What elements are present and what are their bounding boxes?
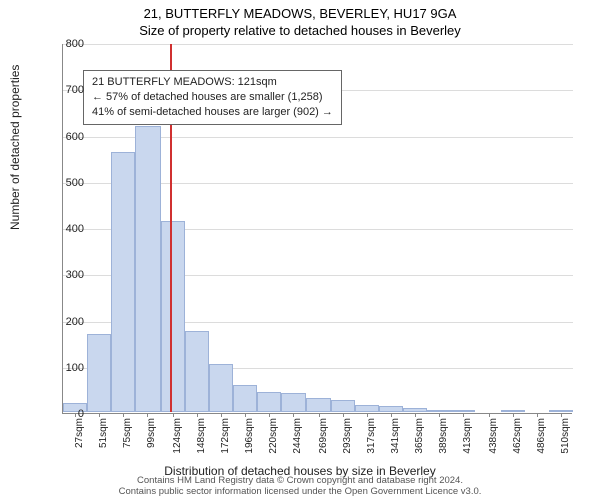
x-tick-label: 317sqm [366, 418, 377, 468]
x-tick-mark [463, 413, 464, 417]
x-tick-label: 510sqm [560, 418, 571, 468]
x-tick-mark [343, 413, 344, 417]
histogram-bar [355, 405, 379, 412]
x-tick-label: 99sqm [146, 418, 157, 468]
chart-title-sub: Size of property relative to detached ho… [0, 21, 600, 38]
x-tick-label: 462sqm [512, 418, 523, 468]
x-tick-label: 389sqm [438, 418, 449, 468]
x-tick-mark [293, 413, 294, 417]
histogram-bar [306, 398, 330, 412]
chart-footer: Contains HM Land Registry data © Crown c… [0, 476, 600, 498]
histogram-bar [111, 152, 135, 412]
y-tick-label: 700 [44, 84, 84, 96]
x-tick-label: 51sqm [98, 418, 109, 468]
x-tick-label: 413sqm [462, 418, 473, 468]
x-tick-label: 196sqm [244, 418, 255, 468]
annotation-line-3: 41% of semi-detached houses are larger (… [92, 105, 333, 120]
x-tick-label: 220sqm [268, 418, 279, 468]
y-tick-label: 500 [44, 177, 84, 189]
annotation-box: 21 BUTTERFLY MEADOWS: 121sqm← 57% of det… [83, 70, 342, 125]
histogram-bar [161, 221, 185, 412]
x-tick-label: 172sqm [220, 418, 231, 468]
x-tick-label: 293sqm [342, 418, 353, 468]
footer-line-1: Contains HM Land Registry data © Crown c… [137, 475, 463, 486]
plot-region: 21 BUTTERFLY MEADOWS: 121sqm← 57% of det… [62, 44, 572, 414]
y-tick-label: 300 [44, 269, 84, 281]
y-axis-label: Number of detached properties [8, 65, 22, 230]
x-tick-label: 124sqm [172, 418, 183, 468]
annotation-line-1: 21 BUTTERFLY MEADOWS: 121sqm [92, 75, 333, 90]
x-tick-mark [537, 413, 538, 417]
histogram-bar [427, 410, 451, 412]
histogram-bar [331, 400, 355, 412]
histogram-bar [403, 408, 427, 412]
histogram-bar [209, 364, 233, 412]
x-tick-mark [367, 413, 368, 417]
chart-container: 21, BUTTERFLY MEADOWS, BEVERLEY, HU17 9G… [0, 0, 600, 500]
histogram-bar [185, 331, 209, 412]
histogram-bar [135, 126, 160, 412]
x-tick-label: 269sqm [318, 418, 329, 468]
x-tick-label: 75sqm [122, 418, 133, 468]
histogram-bar [501, 410, 525, 412]
x-tick-mark [415, 413, 416, 417]
x-tick-mark [439, 413, 440, 417]
chart-area: 21 BUTTERFLY MEADOWS: 121sqm← 57% of det… [62, 44, 572, 414]
x-tick-mark [147, 413, 148, 417]
x-tick-mark [269, 413, 270, 417]
x-tick-label: 244sqm [292, 418, 303, 468]
y-tick-label: 800 [44, 38, 84, 50]
histogram-bar [257, 392, 281, 412]
x-tick-mark [561, 413, 562, 417]
x-tick-mark [123, 413, 124, 417]
histogram-bar [549, 410, 573, 412]
histogram-bar [233, 385, 257, 412]
x-tick-mark [197, 413, 198, 417]
x-tick-mark [99, 413, 100, 417]
histogram-bar [451, 410, 475, 412]
x-tick-mark [173, 413, 174, 417]
gridline [63, 44, 573, 45]
y-tick-label: 400 [44, 223, 84, 235]
x-tick-label: 438sqm [488, 418, 499, 468]
x-tick-mark [245, 413, 246, 417]
histogram-bar [87, 334, 111, 412]
histogram-bar [379, 406, 403, 412]
histogram-bar [281, 393, 306, 412]
x-tick-label: 148sqm [196, 418, 207, 468]
x-tick-label: 27sqm [74, 418, 85, 468]
x-tick-mark [489, 413, 490, 417]
x-tick-mark [391, 413, 392, 417]
x-tick-label: 486sqm [536, 418, 547, 468]
x-tick-label: 365sqm [414, 418, 425, 468]
x-tick-mark [221, 413, 222, 417]
y-tick-label: 100 [44, 362, 84, 374]
x-tick-label: 341sqm [390, 418, 401, 468]
footer-line-2: Contains public sector information licen… [119, 486, 482, 497]
annotation-line-2: ← 57% of detached houses are smaller (1,… [92, 90, 333, 105]
y-tick-label: 200 [44, 316, 84, 328]
y-tick-label: 600 [44, 131, 84, 143]
x-tick-mark [513, 413, 514, 417]
x-tick-mark [319, 413, 320, 417]
chart-title-main: 21, BUTTERFLY MEADOWS, BEVERLEY, HU17 9G… [0, 0, 600, 21]
